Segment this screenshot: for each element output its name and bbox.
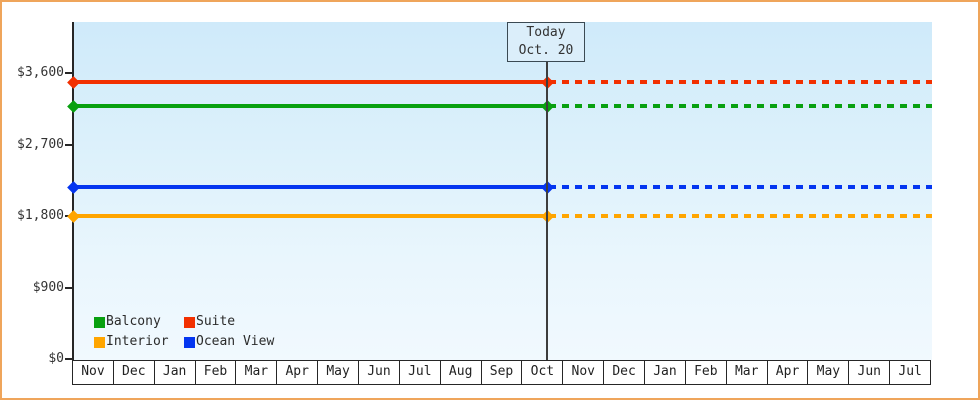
x-axis-month: Apr (277, 361, 319, 384)
ocean-view-price-line-forecast (549, 184, 932, 189)
interior-price-line-forecast (549, 213, 932, 218)
y-axis-tick (65, 358, 73, 360)
interior-price-line-solid (74, 213, 547, 218)
x-axis-month: Feb (686, 361, 727, 384)
x-axis-month: Jan (155, 361, 196, 384)
ocean-view-swatch-icon (184, 336, 195, 348)
legend-item-balcony: Balcony (94, 315, 161, 329)
suite-swatch-icon (184, 316, 195, 328)
legend-item-interior: Interior (94, 335, 169, 349)
legend-item-ocean-view: Ocean View (184, 335, 274, 349)
x-axis-month: Mar (236, 361, 278, 384)
y-axis-label: $1,800 (17, 208, 64, 223)
suite-price-line-forecast (549, 79, 932, 84)
x-axis-month: Mar (727, 361, 768, 384)
x-axis-month: Jul (898, 364, 922, 379)
interior-swatch-icon (94, 336, 105, 348)
legend-item-suite: Suite (184, 315, 235, 329)
ocean-view-price-line-solid (74, 184, 547, 189)
x-axis-month: May (318, 361, 360, 384)
x-axis-month-row: Nov Dec Jan Feb Mar Apr May Jun Jul Aug … (72, 360, 931, 385)
y-axis-label: $900 (32, 280, 64, 295)
x-axis-month: Oct (522, 361, 564, 384)
balcony-swatch-icon (94, 316, 105, 328)
legend-label: Balcony (106, 314, 161, 329)
x-axis-month: Sep (482, 361, 523, 384)
x-axis-month: Apr (768, 361, 809, 384)
balcony-price-line-forecast (549, 104, 932, 108)
x-axis-month: Aug (441, 361, 482, 384)
legend-label: Suite (196, 314, 236, 329)
x-axis-month: Nov (563, 361, 605, 384)
y-axis-label: $0 (48, 351, 64, 366)
y-axis-tick (65, 71, 73, 74)
today-annotation-line2: Oct. 20 (518, 43, 574, 58)
balcony-price-line-solid (74, 104, 547, 108)
legend-label: Ocean View (196, 334, 275, 349)
x-axis-month: Nov (73, 361, 114, 384)
x-axis-month: Jun (849, 361, 891, 384)
y-axis-tick (65, 287, 73, 289)
x-axis-month: Dec (604, 361, 646, 384)
x-axis-month: Feb (196, 361, 237, 384)
y-axis-label: $3,600 (17, 64, 64, 80)
x-axis-month: Jun (359, 361, 400, 384)
y-axis-tick (65, 143, 73, 146)
suite-price-line-solid (74, 79, 547, 84)
y-axis-label: $2,700 (17, 136, 64, 152)
x-axis-month: Jul (400, 361, 441, 384)
legend-label: Interior (106, 334, 169, 349)
plot-area (74, 22, 932, 360)
today-annotation-box: Today Oct. 20 (507, 22, 585, 62)
today-marker-line (546, 62, 548, 360)
x-axis-month: Dec (114, 361, 155, 384)
x-axis-month: May (808, 361, 850, 384)
today-annotation-line1: Today (526, 25, 566, 40)
x-axis-month: Jan (645, 361, 686, 384)
